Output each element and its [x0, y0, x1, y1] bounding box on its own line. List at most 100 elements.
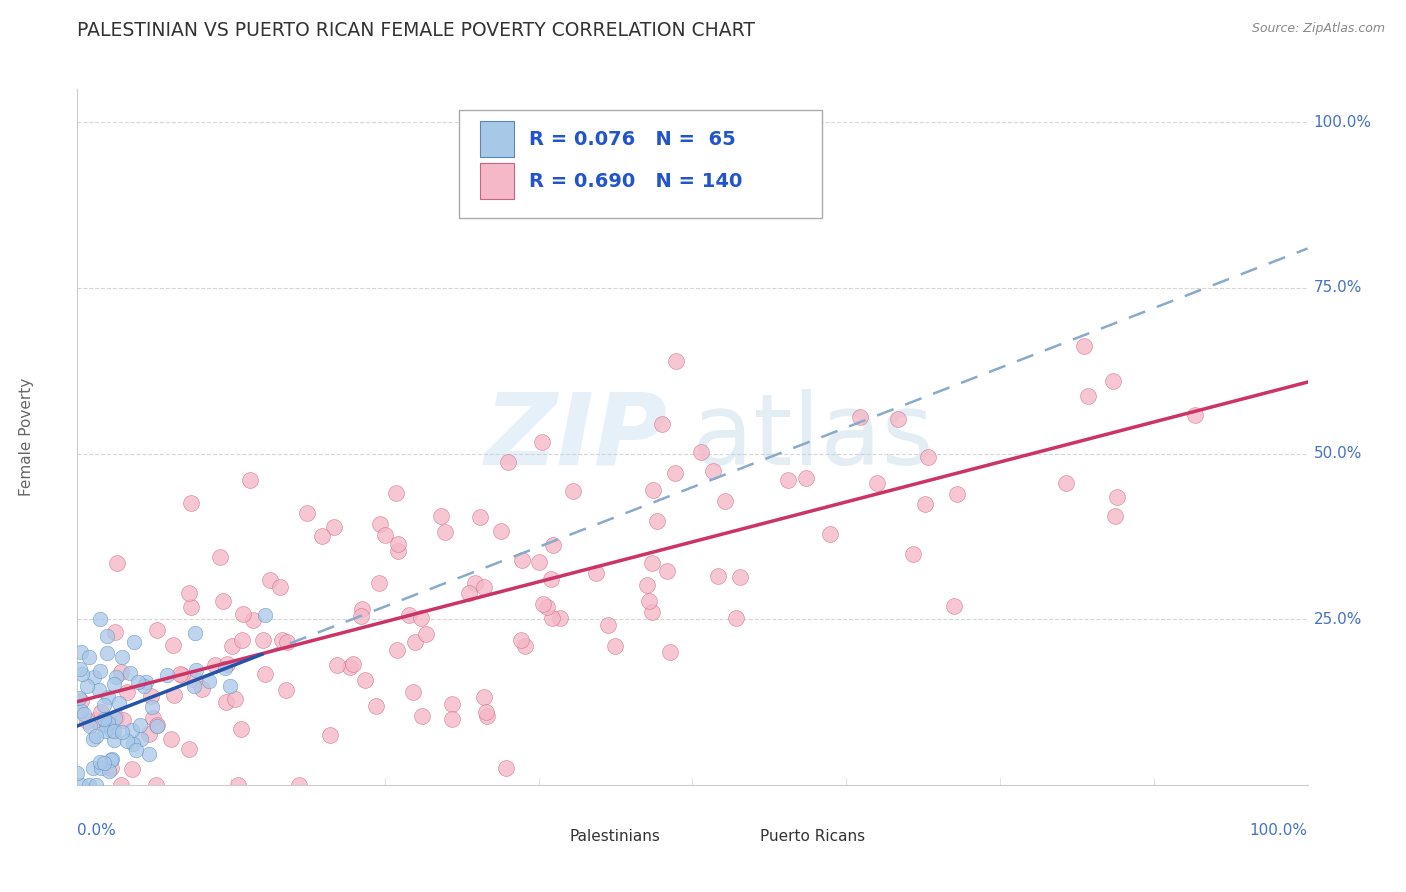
Point	[714, 493, 737, 508]
Point	[111, 650, 134, 665]
Point	[139, 689, 162, 703]
Point	[495, 761, 517, 775]
Point	[146, 623, 169, 637]
Point	[215, 695, 238, 709]
Point	[162, 638, 184, 652]
Point	[540, 611, 562, 625]
Point	[368, 517, 391, 532]
Point	[100, 723, 122, 737]
Point	[94, 718, 117, 732]
Point	[489, 524, 512, 538]
Point	[536, 599, 558, 614]
Point	[288, 778, 311, 792]
Point	[226, 778, 249, 792]
Point	[84, 778, 107, 792]
Point	[239, 474, 262, 488]
Point	[946, 487, 969, 501]
Text: 50.0%: 50.0%	[1313, 446, 1362, 461]
Point	[198, 674, 221, 689]
Point	[180, 600, 202, 615]
Point	[115, 734, 138, 748]
Point	[1102, 374, 1125, 388]
Point	[142, 711, 165, 725]
Point	[118, 665, 141, 680]
Point	[295, 506, 318, 520]
Point	[374, 528, 396, 542]
Point	[103, 723, 125, 738]
Point	[219, 679, 242, 693]
Point	[184, 673, 207, 687]
Point	[83, 670, 105, 684]
Point	[472, 580, 495, 594]
Point	[105, 670, 128, 684]
Point	[141, 700, 163, 714]
Point	[110, 724, 132, 739]
Point	[322, 520, 344, 534]
Point	[90, 705, 112, 719]
Point	[108, 696, 131, 710]
Point	[100, 753, 122, 767]
Point	[184, 663, 207, 677]
Point	[169, 667, 191, 681]
Point	[93, 712, 115, 726]
Point	[125, 742, 148, 756]
Point	[177, 742, 200, 756]
Point	[163, 688, 186, 702]
Point	[104, 625, 127, 640]
Point	[475, 705, 498, 719]
Text: Puerto Ricans: Puerto Ricans	[761, 829, 865, 844]
Point	[111, 714, 134, 728]
Point	[440, 697, 463, 711]
Point	[562, 484, 585, 499]
Text: Source: ZipAtlas.com: Source: ZipAtlas.com	[1251, 22, 1385, 36]
Point	[1056, 476, 1078, 491]
Point	[70, 704, 93, 718]
Point	[1073, 339, 1095, 353]
Point	[96, 647, 118, 661]
Point	[160, 731, 183, 746]
Point	[865, 475, 887, 490]
Point	[135, 675, 157, 690]
Point	[254, 608, 277, 623]
Point	[605, 640, 627, 654]
Point	[215, 657, 238, 671]
Point	[224, 692, 246, 706]
Point	[97, 714, 120, 729]
Point	[76, 679, 98, 693]
Point	[129, 732, 152, 747]
Point	[214, 661, 236, 675]
Point	[110, 665, 132, 679]
Text: ZIP: ZIP	[485, 389, 668, 485]
Point	[1104, 509, 1126, 524]
Point	[77, 650, 100, 665]
Point	[368, 576, 391, 591]
FancyBboxPatch shape	[717, 823, 748, 850]
Point	[84, 729, 107, 743]
Point	[89, 755, 111, 769]
Point	[67, 690, 90, 705]
Point	[342, 657, 364, 672]
Point	[96, 629, 118, 643]
Point	[470, 510, 492, 524]
Point	[110, 778, 132, 792]
Point	[128, 718, 150, 732]
Point	[184, 625, 207, 640]
Point	[434, 524, 457, 539]
Point	[93, 698, 115, 713]
Point	[138, 747, 160, 762]
Point	[914, 497, 936, 511]
Point	[664, 466, 686, 480]
Point	[477, 709, 499, 723]
Point	[664, 354, 686, 368]
Point	[1076, 389, 1098, 403]
Point	[458, 586, 481, 600]
Point	[212, 594, 235, 608]
FancyBboxPatch shape	[479, 163, 515, 199]
Point	[510, 633, 533, 648]
Point	[530, 434, 553, 449]
Point	[658, 645, 681, 659]
Point	[191, 681, 214, 696]
Point	[69, 662, 91, 676]
Text: atlas: atlas	[693, 389, 934, 485]
Point	[69, 694, 91, 708]
